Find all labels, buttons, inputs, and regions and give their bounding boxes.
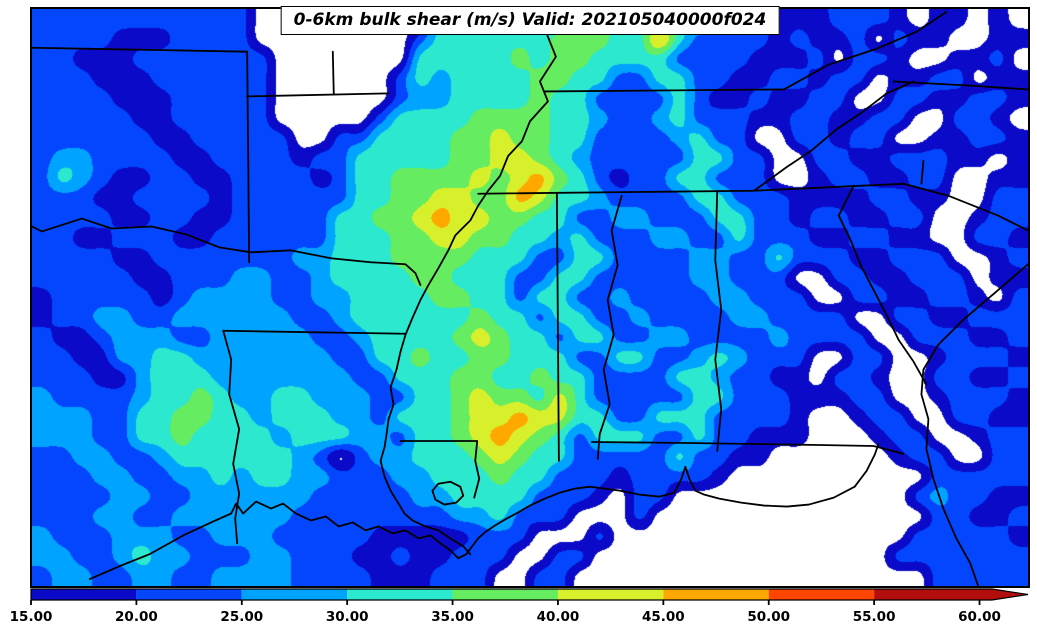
mississippi-alabama-border-line <box>555 192 560 462</box>
tennessee-north-border-line <box>544 88 785 93</box>
colorbar-outline <box>30 588 1029 601</box>
georgia-north-border-line <box>753 182 905 192</box>
colorbar-segment <box>136 589 242 600</box>
alabama-florida-georgia-border-line <box>590 441 905 455</box>
north-carolina-south-carolina-border-line <box>902 182 1028 232</box>
colorbar-tick-label: 60.00 <box>958 609 1001 625</box>
colorbar-svg: 15.00 20.00 25.00 30.00 35.00 40.00 45.00 50.00… <box>10 588 1029 625</box>
virginia-north-carolina-border-line <box>892 80 1028 91</box>
colorbar-extend-arrow <box>992 589 1028 600</box>
colorbar-segment <box>768 589 875 600</box>
alabama-georgia-border-line <box>714 189 723 452</box>
colorbar-segment <box>241 589 348 600</box>
colorbar-tick-label: 20.00 <box>115 609 158 625</box>
colorbar-segment <box>663 589 769 600</box>
alabama-river-line <box>596 194 623 460</box>
colorbar-tick-label: 50.00 <box>747 609 790 625</box>
colorbar-segment <box>452 589 558 600</box>
kansas-oklahoma-border-line <box>32 46 249 53</box>
red-river-line <box>32 217 422 286</box>
atlantic-coastline <box>920 263 1028 586</box>
colorbar-tick-label: 55.00 <box>853 609 896 625</box>
oklahoma-arkansas-border-line <box>246 50 251 264</box>
colorbar-tick-label: 15.00 <box>10 609 53 625</box>
missouri-oklahoma-border-line <box>331 50 335 96</box>
colorbar-tick-label: 35.00 <box>431 609 474 625</box>
tennessee-south-border-line <box>477 189 755 195</box>
colorbar-segment <box>347 589 453 600</box>
arkansas-louisiana-border-line <box>222 329 407 335</box>
map-plot-area <box>30 7 1030 588</box>
kentucky-virginia-border-line <box>783 11 948 91</box>
georgia-nc-corner-line <box>920 160 925 185</box>
plot-title: 0-6km bulk shear (m/s) Valid: 2021050400… <box>280 6 780 35</box>
colorbar-tick-label: 25.00 <box>220 609 263 625</box>
state-borders-overlay <box>32 9 1028 586</box>
colorbar-segment <box>31 589 137 600</box>
colorbar-tick-label: 40.00 <box>537 609 580 625</box>
colorbar-tick-label: 30.00 <box>326 609 369 625</box>
tennessee-north-carolina-border-line <box>753 80 915 192</box>
shear-field-canvas <box>32 9 1028 586</box>
texas-louisiana-sabine-line <box>222 329 241 545</box>
mississippi-louisiana-pearl-line <box>399 440 481 499</box>
lake-pontchartrain-outline <box>431 480 465 506</box>
savannah-river-line <box>837 184 928 386</box>
colorbar-tick-label: 45.00 <box>642 609 685 625</box>
colorbar-segment <box>874 589 992 600</box>
missouri-arkansas-border-line <box>246 92 390 98</box>
colorbar-segment <box>557 589 664 600</box>
colorbar: 15.00 20.00 25.00 30.00 35.00 40.00 45.00 50.00… <box>10 588 1035 631</box>
mississippi-river-line <box>379 9 557 556</box>
gulf-coastline <box>88 443 880 580</box>
